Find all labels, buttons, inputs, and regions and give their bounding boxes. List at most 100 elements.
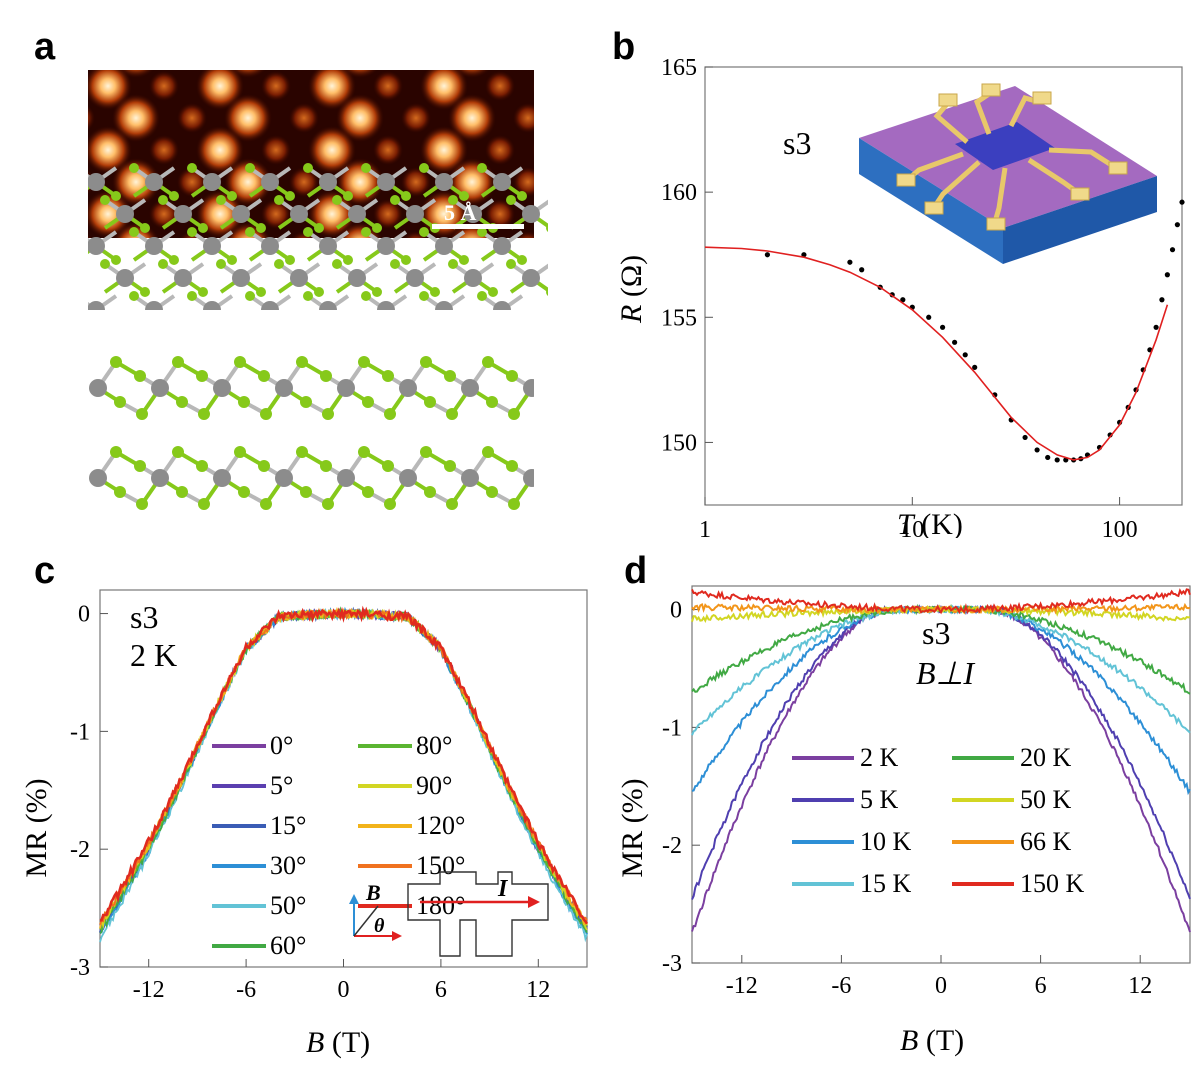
- y-tick-label: -2: [70, 837, 90, 863]
- chalcogen-atom: [506, 259, 516, 269]
- stm-bright-spot: [196, 126, 244, 174]
- legend-label: 2 K: [860, 743, 899, 772]
- chalcogen-atom: [448, 195, 458, 205]
- stm-dim-spot: [485, 135, 515, 165]
- legend-label: 50°: [270, 891, 306, 920]
- chalcogen-atom: [390, 259, 400, 269]
- plot-frame: [704, 66, 1183, 506]
- panel-b-annotation: s3: [783, 125, 811, 161]
- chalcogen-atom: [384, 498, 396, 510]
- chalcogen-atom: [300, 396, 312, 408]
- data-point: [962, 352, 968, 358]
- stm-dim-spot: [88, 233, 93, 238]
- chalcogen-atom: [234, 356, 246, 368]
- panel-label-b: b: [612, 26, 636, 68]
- chalcogen-atom: [285, 191, 295, 201]
- side-view-layer-2: [89, 446, 548, 510]
- panel-label-a: a: [34, 26, 56, 68]
- legend-label: 20 K: [1020, 743, 1072, 772]
- stm-dim-spot: [485, 71, 515, 101]
- chalcogen-atom: [486, 396, 498, 408]
- stm-dim-spot: [513, 103, 534, 133]
- chalcogen-atom: [477, 163, 487, 173]
- data-point: [1164, 272, 1170, 278]
- metal-atom: [203, 237, 221, 255]
- chalcogen-atom: [258, 460, 270, 472]
- chalcogen-atom: [332, 195, 342, 205]
- legend-label: 10 K: [860, 827, 912, 856]
- metal-atom: [522, 269, 540, 287]
- x-tick-label: 10: [900, 517, 924, 538]
- panel-d-legend: 2 K 5 K 10 K 15 K 20 K 50 K 66 K 150 K: [792, 743, 1085, 898]
- panel-c-annotation-temp: 2 K: [130, 637, 177, 673]
- y-axis-unit: (Ω): [615, 255, 648, 305]
- x-axis-unit: (T): [324, 1026, 370, 1059]
- chalcogen-atom: [110, 356, 122, 368]
- chalcogen-atom: [176, 396, 188, 408]
- chalcogen-atom: [303, 227, 313, 237]
- metal-atom: [435, 237, 453, 255]
- x-axis-unit: (K): [914, 508, 963, 538]
- chalcogen-atom: [482, 446, 494, 458]
- panel-b-resistance-chart: 1 10 100 150 155 160 165 s3 T (K) R (Ω): [615, 58, 1185, 538]
- series-line: [691, 602, 1191, 615]
- chalcogen-atom: [100, 259, 110, 269]
- chalcogen-atom: [506, 195, 516, 205]
- panel-d-annotation-geometry: B⊥I: [916, 655, 975, 691]
- x-axis-symbol: B: [900, 1024, 918, 1057]
- metal-atom: [261, 237, 279, 255]
- chalcogen-atom: [482, 356, 494, 368]
- stm-bright-spot: [308, 70, 356, 110]
- chalcogen-atom: [187, 227, 197, 237]
- data-point: [1034, 447, 1040, 453]
- chalcogen-atom: [358, 446, 370, 458]
- panel-label-d: d: [624, 550, 648, 592]
- x-axis-symbol: B: [306, 1026, 324, 1059]
- panel-c-x-axis-label: B (T): [306, 1026, 370, 1059]
- chalcogen-atom: [258, 370, 270, 382]
- chalcogen-atom: [129, 291, 139, 301]
- chalcogen-atom: [477, 291, 487, 301]
- x-tick-label: -6: [236, 977, 256, 1003]
- x-tick-label: 0: [338, 977, 350, 1003]
- chalcogen-atom: [129, 163, 139, 173]
- stm-bright-spot: [112, 94, 160, 142]
- stm-bright-spot: [196, 190, 244, 238]
- chalcogen-atom: [274, 259, 284, 269]
- data-point: [952, 339, 958, 345]
- metal-atom: [213, 469, 231, 487]
- stm-bright-spot: [112, 158, 160, 206]
- chalcogen-atom: [140, 223, 150, 233]
- legend-label: 66 K: [1020, 827, 1072, 856]
- metal-atom: [151, 469, 169, 487]
- panel-d-x-axis-label: B (T): [900, 1024, 964, 1057]
- data-point: [1045, 454, 1051, 461]
- legend-label: 15 K: [860, 869, 912, 898]
- x-tick-label: 6: [1035, 973, 1047, 999]
- stm-bright-spot: [336, 94, 384, 142]
- chalcogen-atom: [216, 259, 226, 269]
- chalcogen-atom: [430, 287, 440, 297]
- chalcogen-atom: [303, 163, 313, 173]
- chalcogen-atom: [372, 223, 382, 233]
- metal-atom: [88, 237, 105, 255]
- metal-atom: [89, 469, 107, 487]
- chalcogen-atom: [303, 291, 313, 301]
- chalcogen-atom: [362, 396, 374, 408]
- chalcogen-atom: [196, 460, 208, 472]
- legend-label: 180°: [416, 891, 465, 920]
- chalcogen-atom: [187, 163, 197, 173]
- stm-bright-spot: [448, 94, 496, 142]
- chalcogen-atom: [198, 498, 210, 510]
- y-tick-label: -3: [662, 951, 682, 977]
- metal-atom: [290, 269, 308, 287]
- legend-label: 150 K: [1020, 869, 1085, 898]
- panel-label-c: c: [34, 550, 56, 592]
- chalcogen-atom: [444, 370, 456, 382]
- metal-atom: [348, 205, 366, 223]
- y-tick-label: 160: [661, 180, 697, 206]
- chalcogen-atom: [372, 287, 382, 297]
- legend-label: 90°: [416, 771, 452, 800]
- x-tick-label: -12: [726, 973, 758, 999]
- data-point: [1022, 434, 1028, 441]
